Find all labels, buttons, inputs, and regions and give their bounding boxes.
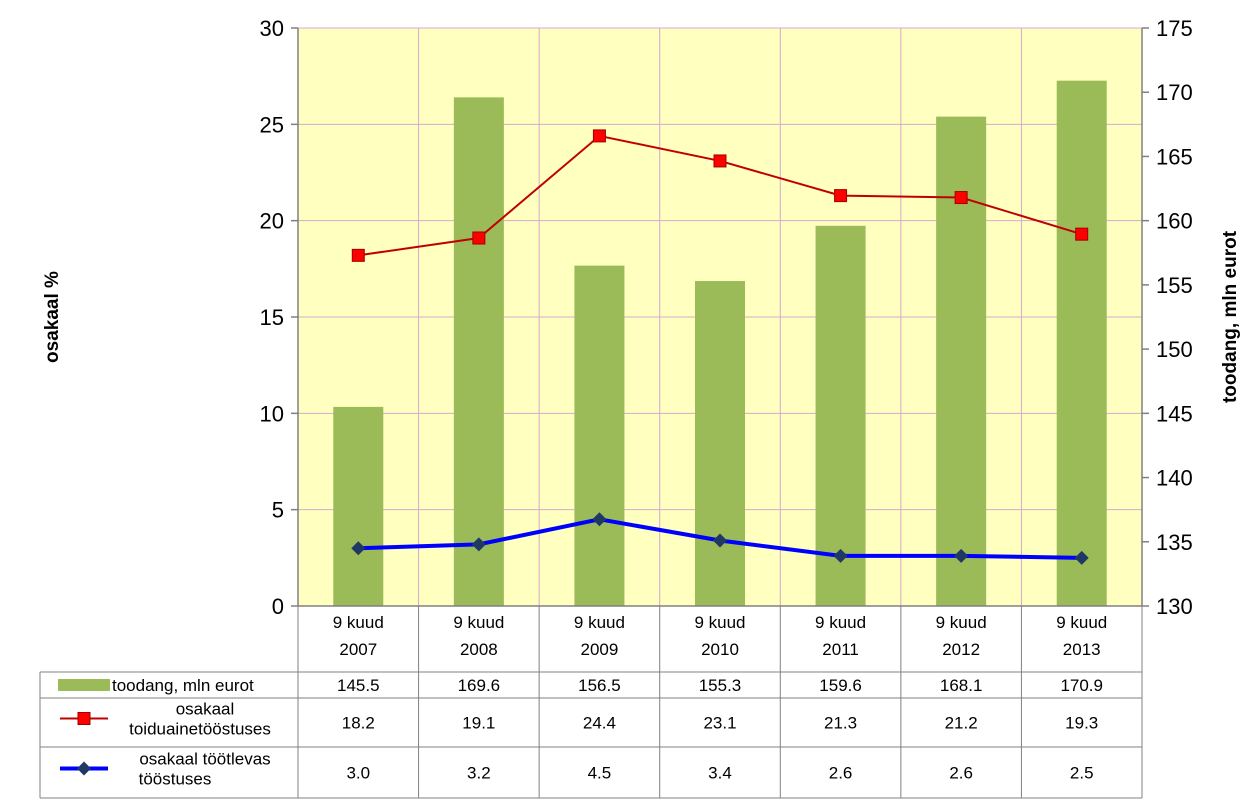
tick-label-left: 15 (260, 305, 284, 330)
category-label: 2007 (339, 640, 377, 659)
category-label: 9 kuud (453, 613, 504, 632)
legend-key-marker (77, 712, 91, 725)
tick-label-right: 155 (1156, 273, 1193, 298)
data-label: 170.9 (1060, 676, 1103, 695)
tick-label-right: 130 (1156, 594, 1193, 619)
point-marker (1075, 227, 1089, 241)
tick-label-right: 145 (1156, 401, 1193, 426)
data-label: 2.6 (949, 764, 973, 783)
point-marker (592, 129, 606, 143)
point-marker (713, 533, 727, 548)
data-label: 156.5 (578, 676, 621, 695)
data-label: 2.6 (829, 764, 853, 783)
bar (936, 116, 987, 607)
category-label: 9 kuud (815, 613, 866, 632)
tick-label-right: 175 (1156, 16, 1193, 41)
tick-label-right: 150 (1156, 337, 1193, 362)
category-label: 2012 (942, 640, 980, 659)
series-lines (351, 129, 1089, 565)
y-axis-right-label: toodang, mln eurot (1220, 230, 1241, 403)
data-label: 4.5 (588, 764, 612, 783)
data-label: 168.1 (940, 676, 983, 695)
tick-label-right: 135 (1156, 530, 1193, 555)
bar (1056, 80, 1107, 606)
category-label: 9 kuud (694, 613, 745, 632)
category-label: 2008 (460, 640, 498, 659)
axes: 0 5 10 15 20 25 30 130 135 140 145 150 155 160 165 170 1… (260, 16, 1193, 619)
data-label: 155.3 (699, 676, 742, 695)
data-label: 21.2 (945, 714, 978, 733)
tick-label-left: 0 (272, 594, 284, 619)
bar (695, 281, 745, 606)
data-label: 2.5 (1070, 764, 1094, 783)
data-label: 169.6 (458, 676, 501, 695)
point-marker (592, 512, 607, 527)
data-label: 19.3 (1065, 714, 1098, 733)
data-label: 24.4 (583, 714, 616, 733)
legend-label: tööstuses (139, 770, 212, 789)
data-label: 19.1 (462, 714, 495, 733)
category-label: 9 kuud (936, 613, 987, 632)
category-label: 9 kuud (333, 613, 384, 632)
category-label: 2013 (1063, 640, 1101, 659)
tick-label-left: 10 (260, 401, 284, 426)
data-label: 3.0 (346, 764, 370, 783)
category-label: 9 kuud (1056, 613, 1107, 632)
legend-key-bar (58, 679, 110, 691)
category-label: 2011 (822, 640, 859, 659)
y-axis-left-label: osakaal % (42, 271, 63, 363)
legend-label: osakaal (176, 700, 235, 719)
tick-label-left: 20 (260, 209, 284, 234)
bars (333, 80, 1107, 607)
point-marker (833, 548, 848, 563)
point-marker (713, 154, 727, 168)
point-marker (472, 231, 486, 245)
tick-label-right: 170 (1156, 80, 1193, 105)
point-marker (954, 191, 968, 205)
point-marker (351, 248, 365, 262)
data-label: 21.3 (824, 714, 857, 733)
tick-label-left: 5 (272, 498, 284, 523)
legend-label: osakaal töötlevas (139, 750, 270, 769)
tick-label-right: 140 (1156, 466, 1193, 491)
point-marker (471, 537, 486, 552)
legend-label: toiduainetööstuses (129, 720, 271, 739)
data-label: 3.4 (708, 764, 732, 783)
tick-label-right: 160 (1156, 209, 1193, 234)
data-label: 159.6 (819, 676, 862, 695)
point-marker (1074, 550, 1089, 565)
legend-key-marker (77, 761, 91, 776)
bar (453, 97, 504, 607)
data-table: 9 kuud 2007 9 kuud 2008 9 kuud 2009 9 kuud 2010… (39, 606, 1143, 799)
bar (333, 406, 384, 606)
tick-label-left: 25 (260, 112, 284, 137)
tick-label-right: 165 (1156, 144, 1193, 169)
point-marker (954, 548, 969, 563)
bar (815, 225, 866, 606)
legend-label: toodang, mln eurot (112, 676, 254, 695)
category-label: 2010 (701, 640, 739, 659)
category-label: 9 kuud (574, 613, 625, 632)
point-marker (834, 189, 848, 203)
data-label: 18.2 (342, 714, 375, 733)
category-label: 2009 (581, 640, 619, 659)
data-label: 3.2 (467, 764, 491, 783)
point-marker (351, 541, 366, 556)
bar (574, 265, 625, 606)
data-label: 23.1 (703, 714, 736, 733)
data-label: 145.5 (337, 676, 380, 695)
tick-label-left: 30 (260, 16, 284, 41)
